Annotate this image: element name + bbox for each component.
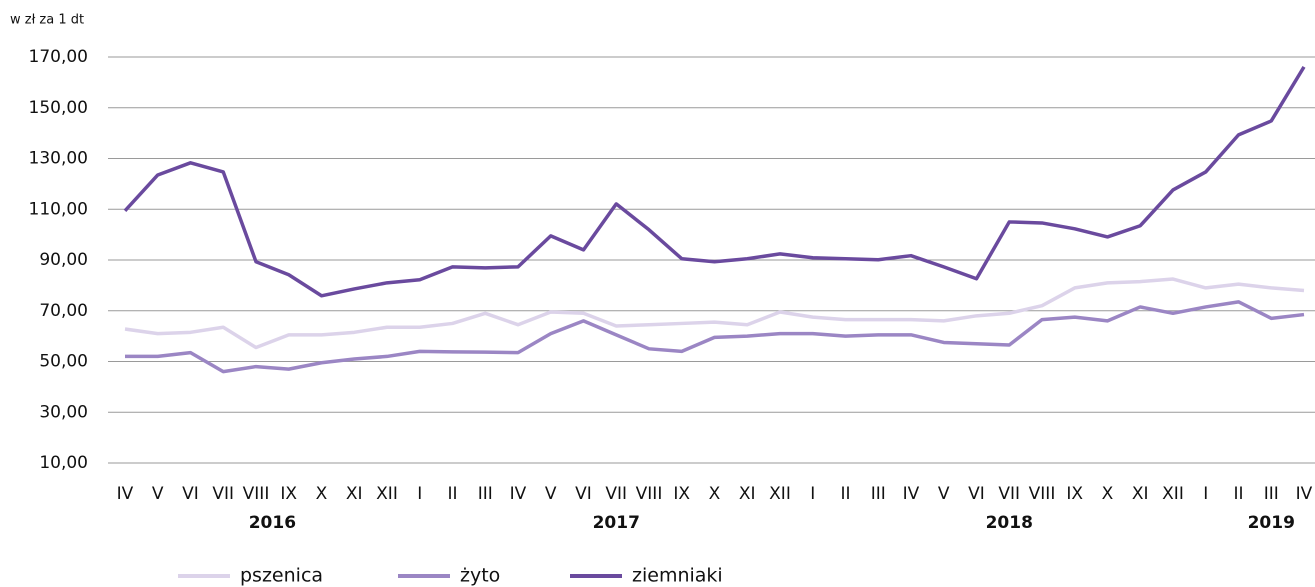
- x-tick-label: XI: [739, 484, 756, 504]
- y-tick-label: 170,00: [29, 47, 88, 67]
- x-tick-label: V: [545, 484, 557, 504]
- x-tick-label: III: [478, 484, 493, 504]
- year-label: 2016: [249, 513, 296, 533]
- legend-label: ziemniaki: [632, 565, 723, 587]
- x-tick-label: VII: [212, 484, 234, 504]
- x-tick-label: XII: [376, 484, 398, 504]
- y-tick-label: 150,00: [29, 98, 88, 118]
- year-label: 2017: [593, 513, 640, 533]
- y-unit-label: w zł za 1 dt: [10, 13, 84, 28]
- x-tick-label: VI: [968, 484, 985, 504]
- x-tick-label: X: [709, 484, 721, 504]
- x-tick-label: VIII: [1029, 484, 1056, 504]
- y-tick-label: 30,00: [39, 402, 88, 422]
- line-series: [123, 65, 1306, 298]
- x-tick-label: IX: [1066, 484, 1083, 504]
- x-tick-label: II: [1233, 484, 1243, 504]
- y-tick-label: 110,00: [29, 199, 88, 219]
- x-tick-label: X: [1102, 484, 1114, 504]
- x-tick-label: XII: [1162, 484, 1184, 504]
- x-tick-label: II: [840, 484, 850, 504]
- x-tick-label: XI: [346, 484, 363, 504]
- x-tick-label: I: [810, 484, 815, 504]
- line-series: [125, 300, 1305, 374]
- x-tick-label: XII: [769, 484, 791, 504]
- year-label: 2018: [986, 513, 1033, 533]
- x-tick-label: V: [938, 484, 950, 504]
- x-tick-label: X: [316, 484, 328, 504]
- x-tick-label: V: [152, 484, 164, 504]
- legend-label: żyto: [460, 565, 500, 587]
- x-tick-label: VII: [998, 484, 1020, 504]
- legend-label: pszenica: [240, 565, 323, 587]
- x-tick-label: VII: [605, 484, 627, 504]
- x-tick-label: VIII: [636, 484, 663, 504]
- y-tick-label: 10,00: [39, 453, 88, 473]
- x-tick-label: IX: [280, 484, 297, 504]
- x-tick-label: III: [1264, 484, 1279, 504]
- y-tick-label: 130,00: [29, 149, 88, 169]
- x-tick-label: IX: [673, 484, 690, 504]
- line-series: [124, 277, 1305, 350]
- x-tick-label: III: [871, 484, 886, 504]
- x-tick-label: VI: [182, 484, 199, 504]
- y-tick-label: 70,00: [39, 301, 88, 321]
- x-tick-label: II: [447, 484, 457, 504]
- x-tick-label: IV: [117, 484, 134, 504]
- x-tick-label: I: [1203, 484, 1208, 504]
- x-tick-label: IV: [1296, 484, 1313, 504]
- x-tick-label: VIII: [243, 484, 270, 504]
- x-tick-label: VI: [575, 484, 592, 504]
- x-tick-label: IV: [510, 484, 527, 504]
- x-tick-label: XI: [1132, 484, 1149, 504]
- year-label: 2019: [1248, 513, 1295, 533]
- y-tick-label: 50,00: [39, 352, 88, 372]
- y-tick-label: 90,00: [39, 250, 88, 270]
- x-tick-label: IV: [903, 484, 920, 504]
- x-tick-label: I: [417, 484, 422, 504]
